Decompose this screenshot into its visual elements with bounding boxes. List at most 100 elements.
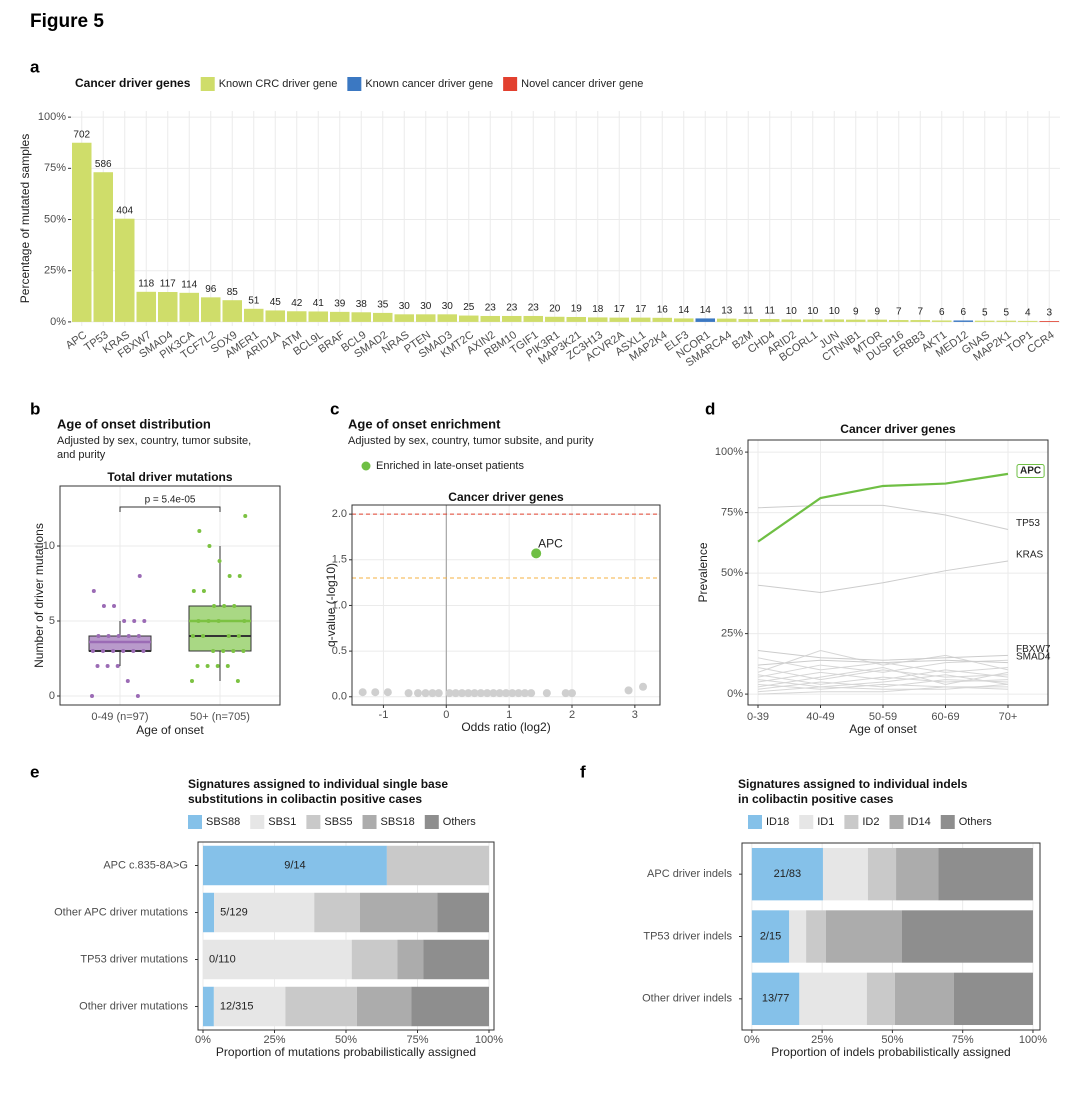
count-label: 39 xyxy=(334,299,346,310)
point xyxy=(483,689,492,698)
point xyxy=(90,649,95,653)
y-axis-label: Number of driver mutations xyxy=(32,523,46,668)
point xyxy=(371,688,380,697)
point xyxy=(502,689,510,698)
count-label: 17 xyxy=(635,304,647,315)
plot-panel xyxy=(351,504,661,706)
bar xyxy=(244,308,264,322)
y-tick-label: 0 xyxy=(49,690,55,702)
x-tick-label: 0-39 xyxy=(747,711,769,723)
point xyxy=(639,682,648,691)
bar-segment xyxy=(953,972,1033,1026)
point xyxy=(470,689,479,698)
point xyxy=(217,559,222,563)
legend-label: SBS5 xyxy=(324,816,352,828)
bar xyxy=(975,320,995,322)
x-axis-label: Age of onset xyxy=(849,722,917,736)
bar xyxy=(932,320,952,322)
bar-segment xyxy=(351,939,398,980)
count-label: 23 xyxy=(528,303,540,314)
point xyxy=(227,574,232,578)
bar-segment xyxy=(751,910,790,963)
y-tick-label: 0.0 xyxy=(332,691,347,703)
panel-title: Age of onset enrichment xyxy=(348,416,501,431)
legend-label: SBS1 xyxy=(268,816,296,828)
bar-segment xyxy=(751,972,800,1026)
point xyxy=(95,664,100,668)
panel-title: Signatures assigned to individual single… xyxy=(188,777,448,791)
count-label: 4 xyxy=(1025,308,1031,319)
count-label: 7 xyxy=(896,307,902,318)
x-tick-label: 50+ (n=705) xyxy=(190,711,250,723)
point xyxy=(241,649,246,653)
x-tick-label: 0% xyxy=(744,1034,760,1046)
bar xyxy=(760,319,780,322)
bar xyxy=(437,314,457,322)
line xyxy=(757,650,1009,661)
plot-title: Cancer driver genes xyxy=(448,490,564,504)
point xyxy=(237,574,242,578)
point xyxy=(222,604,227,608)
count-label: 19 xyxy=(571,304,583,315)
count-label: 23 xyxy=(506,303,518,314)
bar xyxy=(93,172,113,322)
point xyxy=(514,689,523,698)
count-label: 10 xyxy=(829,306,841,317)
bar-segment xyxy=(214,892,315,933)
point xyxy=(404,689,413,698)
point xyxy=(91,589,96,593)
line xyxy=(757,560,1009,593)
bar xyxy=(351,312,371,322)
line-label: TP53 xyxy=(1016,518,1040,529)
x-tick-label: 0 xyxy=(443,709,449,721)
legend-label: SBS18 xyxy=(381,816,415,828)
bar xyxy=(910,320,930,322)
bar-segment xyxy=(314,892,361,933)
bar xyxy=(459,315,479,322)
y-tick-label: 0% xyxy=(727,688,743,700)
x-axis-label: Proportion of indels probabilistically a… xyxy=(771,1045,1010,1059)
point xyxy=(211,649,216,653)
bar-label: 12/315 xyxy=(220,1000,254,1012)
point xyxy=(207,544,212,548)
legend-label: ID1 xyxy=(817,816,834,828)
line xyxy=(757,659,1009,678)
y-tick-label: TP53 driver indels xyxy=(643,930,732,942)
y-tick-label: 2.0 xyxy=(332,508,347,520)
bar-segment xyxy=(203,986,214,1027)
point xyxy=(141,649,146,653)
bar xyxy=(953,320,973,322)
x-tick-label: 70+ xyxy=(999,711,1018,723)
count-label: 45 xyxy=(270,297,282,308)
legend-swatch xyxy=(347,77,362,91)
point xyxy=(197,529,202,533)
point xyxy=(383,688,392,697)
bar xyxy=(136,291,156,322)
count-label: 18 xyxy=(592,304,604,315)
significance-bracket xyxy=(119,506,221,512)
line xyxy=(757,659,1009,666)
bar-label: 0/110 xyxy=(209,953,236,965)
line xyxy=(757,666,1009,688)
legend-marker xyxy=(361,461,371,471)
line xyxy=(757,650,1009,673)
bar-segment xyxy=(789,910,807,963)
bar-segment xyxy=(751,847,823,901)
point xyxy=(520,689,529,698)
count-label: 23 xyxy=(485,303,497,314)
bar xyxy=(330,311,350,322)
legend-swatch xyxy=(844,815,859,829)
bar xyxy=(867,319,887,322)
x-axis-label: Proportion of mutations probabilisticall… xyxy=(216,1045,476,1059)
point xyxy=(190,634,195,638)
panel-letter: a xyxy=(30,57,40,76)
plot-panel xyxy=(59,485,281,706)
legend-label: ID18 xyxy=(766,816,789,828)
point xyxy=(225,664,230,668)
bar xyxy=(308,311,328,322)
x-tick-label: 50% xyxy=(335,1034,357,1046)
bar xyxy=(824,319,844,322)
count-label: 114 xyxy=(181,279,197,290)
point xyxy=(121,649,126,653)
